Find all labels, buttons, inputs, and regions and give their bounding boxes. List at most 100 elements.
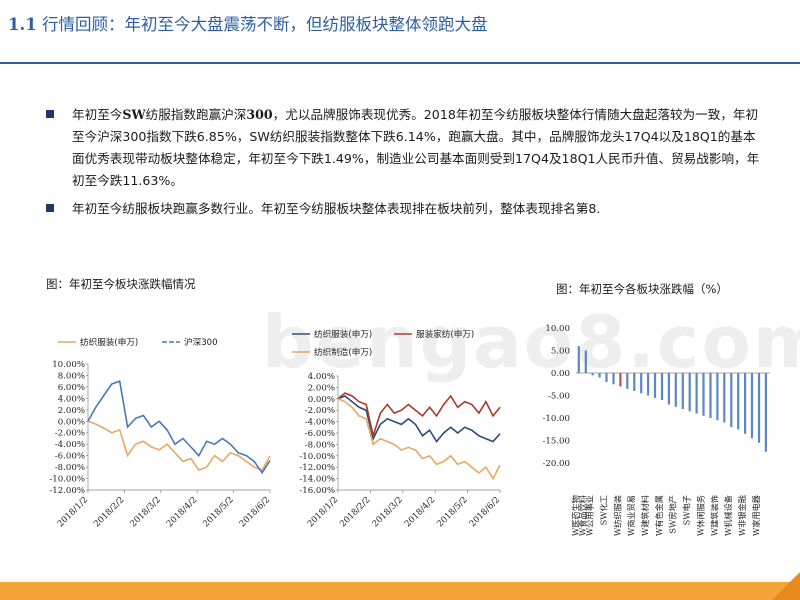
x-tick-label: 2018/1/2: [306, 495, 340, 529]
y-tick-label: -2.00%: [55, 429, 85, 439]
y-tick-label: -10.00%: [49, 475, 85, 485]
slide-title-text: 行情回顾：年初至今大盘震荡不断，但纺服板块整体领跑大盘: [36, 15, 488, 34]
y-tick-label: -6.00%: [55, 452, 85, 462]
y-tick-label: 4.00%: [308, 372, 335, 382]
bullet-list: 年初至今SW纺服指数跑赢沪深300，尤以品牌服饰表现优秀。2018年初至今纺服板…: [46, 104, 766, 226]
bar: [688, 373, 691, 412]
bar: [695, 373, 698, 414]
x-tick-label: 2018/1/2: [56, 495, 90, 529]
category-label: SW建筑装饰: [709, 495, 719, 536]
series-line-1: [87, 420, 271, 471]
x-tick-label: 2018/6/2: [238, 495, 272, 529]
bar: [612, 373, 615, 385]
footer-bar: [0, 582, 800, 600]
legend-label: 纺织制造(申万): [314, 346, 372, 358]
series-line-1: [337, 395, 501, 443]
bar: [750, 373, 754, 439]
slide-title-number: 1.1: [8, 15, 37, 34]
category-label: SW商业贸易: [626, 495, 636, 536]
bar: [647, 373, 650, 396]
bar: [605, 373, 608, 382]
bar: [584, 350, 587, 373]
x-tick-label: 2018/4/2: [403, 495, 437, 529]
line-chart-sw-subsectors: 4.00%2.00% 0.00%-2.00% -4.00%-6.00%-8.00% -…: [292, 328, 502, 529]
category-label: SW医药生物: [571, 495, 581, 536]
y-tick-label: -16.00%: [299, 486, 335, 496]
category-label: SW非银金融: [737, 495, 747, 536]
category-label: SW有色金属: [654, 495, 664, 536]
title-rule: [0, 62, 800, 64]
y-tick-label: 4.00%: [58, 394, 85, 404]
bar-chart-sector-returns: 10.00 5.00 0.00 -5.00 -10.00 -15.00 -20.00 SW医药…: [542, 324, 770, 536]
square-bullet-icon: [46, 204, 54, 212]
category-label: SW休闲服务: [695, 495, 705, 536]
bar: [709, 373, 712, 418]
bullet-text: 年初至今纺服板块跑赢多数行业。年初至今纺服板块整体表现排在板块前列，整体表现排名…: [72, 201, 601, 216]
y-tick-label: 5.00: [551, 347, 570, 357]
y-tick-label: -4.00%: [305, 418, 335, 428]
y-tick-label: 0.00%: [58, 417, 85, 427]
series-line-2: [337, 392, 501, 439]
y-tick-label: -5.00: [548, 392, 570, 402]
bar: [577, 346, 580, 373]
bar: [591, 373, 594, 376]
bar: [681, 373, 684, 409]
x-tick-label: 2018/5/2: [435, 495, 469, 529]
bar: [640, 373, 643, 394]
x-tick-label: 2018/3/2: [371, 495, 405, 529]
bar: [757, 373, 761, 443]
bar: [667, 373, 670, 405]
y-tick-label: -4.00%: [55, 440, 85, 450]
y-tick-label: 10.00%: [52, 360, 85, 370]
category-label: SW家用电器: [751, 495, 761, 536]
y-tick-label: -6.00%: [305, 429, 335, 439]
y-tick-label: -12.00%: [49, 486, 85, 496]
y-tick-label: -8.00%: [305, 440, 335, 450]
category-label: SW纺织服装: [612, 495, 622, 536]
y-tick-label: -12.00%: [299, 463, 335, 473]
bar: [619, 373, 622, 387]
series-line-3: [337, 398, 501, 481]
square-bullet-icon: [46, 110, 54, 118]
y-tick-label: 10.00: [545, 324, 570, 334]
bullet-text: 纺服指数跑赢沪深: [145, 107, 247, 122]
bullet-bold-text: SW: [122, 107, 146, 122]
category-label: SW化工: [598, 495, 608, 525]
y-tick-label: -20.00: [542, 459, 570, 469]
y-tick-label: -14.00%: [299, 475, 335, 485]
x-tick-label: 2018/5/2: [201, 495, 235, 529]
y-tick-label: -15.00: [542, 437, 570, 447]
bar: [626, 373, 629, 389]
slide-title: 1.1 行情回顾：年初至今大盘震荡不断，但纺服板块整体领跑大盘: [8, 8, 788, 42]
legend-label: 纺织服装(申万): [80, 336, 138, 348]
category-label: SW机械设备: [723, 495, 733, 536]
x-tick-label: 2018/6/2: [468, 495, 502, 529]
series-line-2: [87, 380, 271, 475]
x-tick-label: 2018/2/2: [92, 495, 126, 529]
bullet-text: ，尤以品牌服饰表现优秀。2018年初至今纺服板块整体行情随大盘起落较为一致，年初…: [72, 107, 760, 188]
bullet-text: 年初至今: [72, 107, 123, 122]
bullet-bold-text: 300: [246, 107, 273, 122]
legend-label: 沪深300: [184, 336, 218, 348]
legend-label: 服装家纺(申万): [416, 328, 474, 340]
legend-label: 纺织服装(申万): [314, 328, 372, 340]
category-label: SW房地产: [668, 495, 678, 534]
bar: [653, 373, 657, 398]
category-label: SW食品饮料: [578, 495, 588, 536]
bar: [764, 373, 767, 452]
bar: [744, 373, 747, 434]
bar: [598, 373, 601, 378]
x-tick-label: 2018/4/2: [165, 495, 199, 529]
bar: [730, 373, 733, 427]
caption-left: 图：年初至今板块涨跌幅情况: [46, 277, 196, 291]
y-tick-label: -10.00: [542, 414, 570, 424]
y-tick-label: -2.00%: [305, 406, 335, 416]
category-label: SW电子: [682, 495, 692, 525]
bar: [723, 373, 726, 423]
y-tick-label: 0.00%: [308, 395, 335, 405]
line-chart-sw-vs-hs300: 10.00%8.00% 6.00%4.00% 2.00%0.00% -2.00%-4.…: [49, 336, 272, 529]
y-tick-label: 6.00%: [58, 383, 85, 393]
bar: [674, 373, 677, 407]
x-tick-label: 2018/3/2: [129, 495, 163, 529]
caption-right: 图：年初至今各板块涨跌幅（%）: [556, 282, 728, 296]
